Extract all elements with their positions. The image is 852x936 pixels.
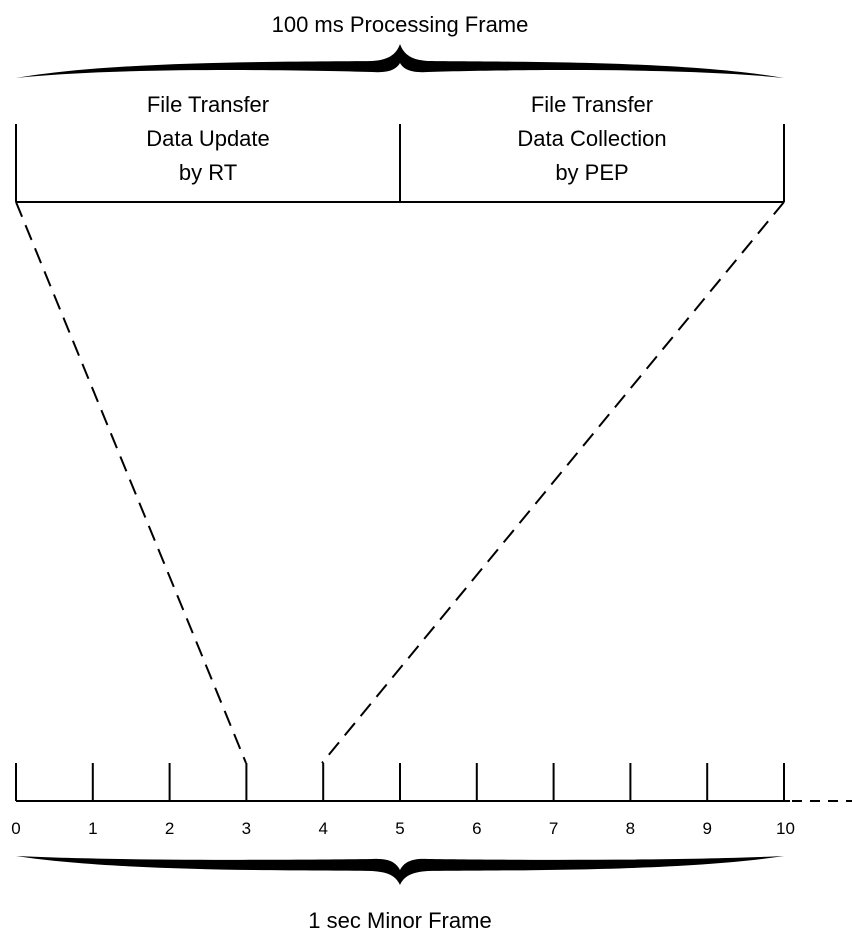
left-projection-line <box>15 201 247 764</box>
right-box-line-2: Data Collection <box>517 126 666 151</box>
bottom-brace <box>16 856 784 885</box>
left-box-line-1: File Transfer <box>147 92 269 117</box>
tick-label-6: 6 <box>472 819 481 838</box>
minor-frame-label: 1 sec Minor Frame <box>308 908 491 933</box>
left-box-line-2: Data Update <box>146 126 270 151</box>
right-box-line-1: File Transfer <box>531 92 653 117</box>
tick-label-2: 2 <box>165 819 174 838</box>
tick-label-1: 1 <box>88 819 97 838</box>
timeline-ticks: 0 1 2 3 4 5 6 7 8 9 10 <box>11 763 795 838</box>
processing-frame-box <box>15 124 785 203</box>
top-brace <box>16 44 784 78</box>
tick-label-5: 5 <box>395 819 404 838</box>
left-box-line-3: by RT <box>179 160 237 185</box>
right-box-line-3: by PEP <box>555 160 628 185</box>
tick-label-7: 7 <box>549 819 558 838</box>
tick-label-0: 0 <box>11 819 20 838</box>
right-projection-line <box>321 201 785 764</box>
tick-label-4: 4 <box>318 819 327 838</box>
tick-label-9: 9 <box>702 819 711 838</box>
tick-label-10: 10 <box>776 819 795 838</box>
tick-label-3: 3 <box>242 819 251 838</box>
processing-frame-label: 100 ms Processing Frame <box>272 12 529 37</box>
tick-label-8: 8 <box>626 819 635 838</box>
